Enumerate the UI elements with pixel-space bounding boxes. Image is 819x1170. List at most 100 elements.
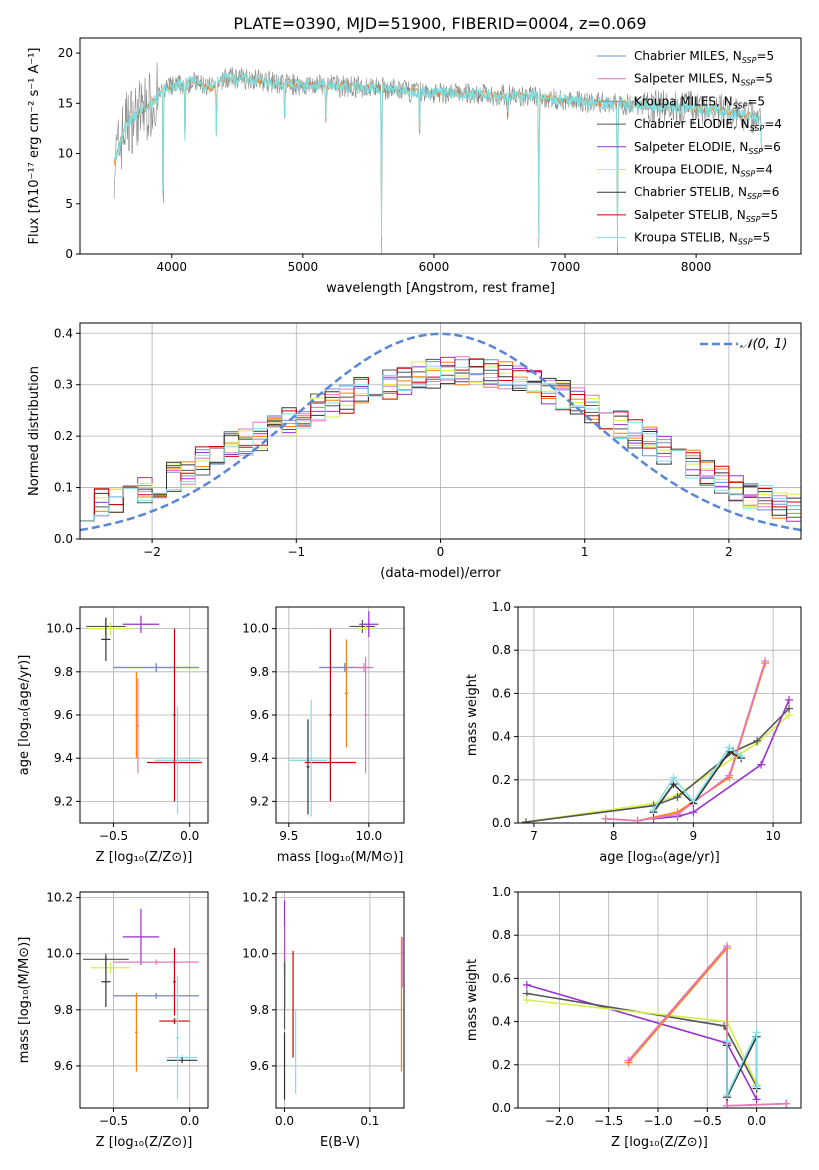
- x-tick-label: 4000: [156, 260, 187, 274]
- legend-label: 𝒩(0, 1): [740, 337, 787, 352]
- y-tick-label: 0.0: [492, 1101, 511, 1115]
- legend-label-base: Kroupa MILES, N: [634, 94, 733, 108]
- y-tick-label: 0.0: [492, 816, 511, 830]
- chart-mass-vs-ebv: 0.0 0.1 9.6 9.8 10.0 10.2 E(B-V): [242, 891, 405, 1150]
- y-tick-label: 0.2: [54, 429, 73, 443]
- x-tick-label: 8000: [681, 260, 712, 274]
- model-spectrum: [113, 70, 763, 245]
- chart-mass-vs-Z: −0.5 0.0 9.6 9.8 10.0 10.2 Z [log₁₀(Z/Z⊙)] mass…: [17, 891, 209, 1150]
- legend-label-base: Kroupa STELIB, N: [634, 231, 738, 245]
- legend-label: Chabrier ELODIE, NSSP=4: [634, 117, 782, 133]
- y-tick-label: 9.2: [250, 794, 269, 808]
- y-tick-label: 10.0: [46, 947, 73, 961]
- axes-frame: [275, 891, 405, 1109]
- legend-label: Salpeter STELIB, NSSP=5: [634, 208, 778, 224]
- legend-label-base: Chabrier STELIB, N: [634, 185, 747, 199]
- legend-label-sub: SSP: [747, 192, 762, 201]
- y-tick-label: 10.0: [46, 622, 73, 636]
- x-tick-label: 0.0: [275, 1114, 294, 1128]
- plot-area: [83, 908, 199, 1100]
- y-tick-label: 10.0: [242, 947, 269, 961]
- series-line: [526, 984, 758, 1100]
- legend-label-tail: =5: [760, 208, 778, 222]
- series-line: [605, 662, 766, 822]
- series-line: [627, 943, 787, 1107]
- legend-label-tail: =5: [756, 49, 774, 63]
- x-tick-label: 8: [610, 829, 618, 843]
- plot-area: [521, 657, 794, 823]
- x-tick-label: 10.0: [355, 829, 382, 843]
- axes-frame: [517, 891, 802, 1109]
- legend-label-base: Kroupa ELODIE, N: [634, 163, 741, 177]
- chart-age-vs-Z: −0.5 0.0 9.2 9.4 9.6 9.8 10.0 Z [log₁₀(Z/Z⊙)] ag…: [17, 606, 209, 865]
- axes-frame: [517, 606, 802, 824]
- plot-area: [86, 615, 202, 815]
- chart-massweight-vs-Z: −2.0 −1.5 −1.0 −0.5 0.0 0.0 0.2 0.4 0.6 0.8 1.0 Z […: [465, 885, 802, 1150]
- y-tick-label: 9.4: [250, 751, 269, 765]
- x-tick-label: 6000: [419, 260, 450, 274]
- y-tick-label: 9.8: [250, 1003, 269, 1017]
- y-tick-label: 9.6: [54, 708, 73, 722]
- y-tick-label: 0.4: [492, 730, 511, 744]
- x-axis-label: Z [log₁₀(Z/Z⊙)]: [611, 1135, 708, 1150]
- plot-area: [288, 611, 379, 817]
- chart-age-vs-mass: 9.5 10.0 9.2 9.4 9.6 9.8 10.0 mass [log₁₀(M/M⊙)…: [242, 606, 405, 865]
- legend-label-tail: =4: [755, 163, 773, 177]
- x-tick-label: 9.5: [279, 829, 298, 843]
- figure-title: PLATE=0390, MJD=51900, FIBERID=0004, z=0…: [233, 14, 646, 33]
- x-tick-label: 2: [725, 545, 733, 559]
- x-tick-label: 0.1: [360, 1114, 379, 1128]
- axes-frame: [79, 891, 209, 1109]
- legend-label-sub: SSP: [746, 215, 761, 224]
- x-tick-label: −0.5: [99, 1114, 128, 1128]
- y-tick-label: 10.2: [46, 891, 73, 905]
- y-tick-label: 9.8: [54, 665, 73, 679]
- series-line: [726, 1036, 758, 1098]
- legend-label-base: Salpeter MILES, N: [634, 72, 741, 86]
- x-tick-label: 5000: [288, 260, 319, 274]
- x-tick-label: 0: [437, 545, 445, 559]
- y-tick-label: 0.4: [492, 1015, 511, 1029]
- x-tick-label: 0.0: [180, 1114, 199, 1128]
- histogram-kroupa-stelib: [80, 365, 801, 522]
- legend-label: Salpeter ELODIE, NSSP=6: [634, 140, 781, 156]
- legend-label-tail: =5: [755, 72, 773, 86]
- y-tick-label: 9.6: [250, 708, 269, 722]
- legend-label-tail: =4: [764, 117, 782, 131]
- y-tick-label: 0.0: [54, 532, 73, 546]
- x-tick-label: 7: [530, 829, 538, 843]
- x-tick-label: 10: [765, 829, 780, 843]
- y-tick-label: 9.6: [250, 1059, 269, 1073]
- x-tick-label: 0.0: [747, 1114, 766, 1128]
- y-tick-label: 0.8: [492, 928, 511, 942]
- y-axis-label: Flux [fλ10⁻¹⁷ erg cm⁻² s⁻¹ A⁻¹]: [27, 48, 42, 245]
- y-tick-label: 0.2: [492, 1058, 511, 1072]
- legend-label: Salpeter MILES, NSSP=5: [634, 72, 773, 88]
- axes-frame: [79, 37, 802, 255]
- y-tick-label: 0.8: [492, 643, 511, 657]
- legend-label-sub: SSP: [748, 147, 763, 156]
- y-tick-label: 0.4: [54, 326, 73, 340]
- y-tick-label: 15: [58, 96, 73, 110]
- plot-area: [522, 942, 791, 1108]
- plot-area: [283, 900, 403, 1100]
- series-line: [525, 714, 790, 823]
- y-tick-label: 10.0: [242, 622, 269, 636]
- y-tick-label: 9.6: [54, 1059, 73, 1073]
- y-tick-label: 9.8: [54, 1003, 73, 1017]
- series-line: [526, 992, 758, 1087]
- x-tick-label: −1: [287, 545, 305, 559]
- x-axis-label: wavelength [Angstrom, rest frame]: [326, 281, 555, 296]
- chart-residuals: 𝒩(0, 1) −2 −1 0 1 2 0.0 0.1 0.2 0.3 0.4 (data-model…: [27, 322, 802, 581]
- x-tick-label: −0.5: [99, 829, 128, 843]
- x-axis-label: mass [log₁₀(M/M⊙)]: [277, 850, 404, 865]
- legend-label: Chabrier STELIB, NSSP=6: [634, 185, 779, 201]
- x-tick-label: −2: [143, 545, 161, 559]
- x-axis-label: Z [log₁₀(Z/Z⊙)]: [96, 1135, 193, 1150]
- x-tick-label: −1.5: [594, 1114, 623, 1128]
- y-tick-label: 9.2: [54, 794, 73, 808]
- y-tick-label: 0.6: [492, 686, 511, 700]
- x-tick-label: 1: [581, 545, 589, 559]
